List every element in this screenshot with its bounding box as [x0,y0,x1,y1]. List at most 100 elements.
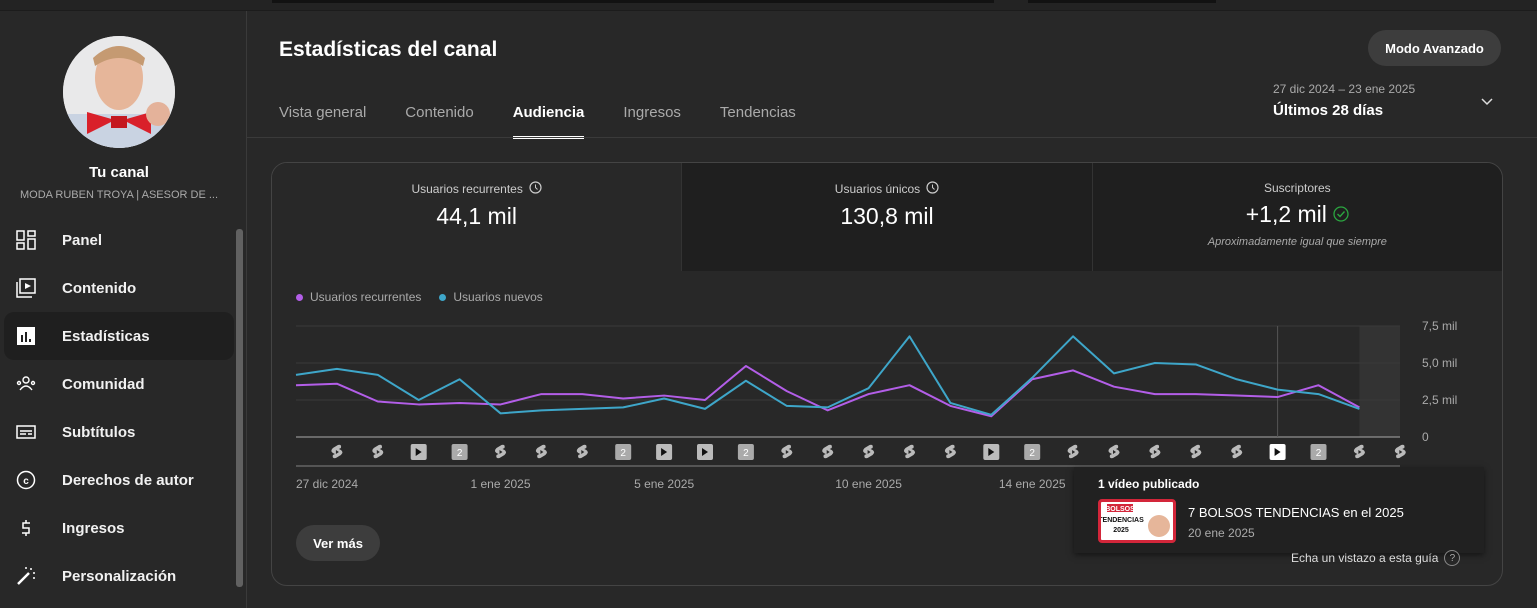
dashboard-icon [4,230,62,250]
y-tick-label: 2,5 mil [1422,393,1457,407]
video-date: 20 ene 2025 [1188,526,1255,540]
top-control[interactable] [1028,0,1216,3]
x-tick-label: 1 ene 2025 [470,477,530,491]
advanced-mode-button[interactable]: Modo Avanzado [1368,30,1501,66]
subtitles-icon [4,422,62,442]
series-line-usuarios-recurrentes [295,364,1360,418]
shorts-icon-play [908,450,912,454]
magic-wand-icon [4,566,62,586]
metric-note: Aproximadamente igual que siempre [1207,236,1387,248]
shorts-icon-play [1153,450,1157,454]
search-bar[interactable] [272,0,994,3]
sidebar-item-estadisticas[interactable]: Estadísticas [4,312,234,360]
shorts-icon-play [826,450,830,454]
video-play-icon [702,448,708,456]
guide-link-text: Echa un vistazo a esta guía [1291,551,1439,565]
sidebar-item-ingresos[interactable]: Ingresos [4,504,234,552]
svg-text:2025: 2025 [1113,527,1129,534]
multi-upload-count: 2 [620,448,626,459]
legend-item: Usuarios nuevos [439,290,543,304]
channel-title: Tu canal [89,164,149,181]
channel-avatar[interactable] [63,36,175,148]
multi-upload-icon [1310,444,1327,460]
shorts-icon-play [1358,450,1362,454]
x-tick-label: 10 ene 2025 [835,477,902,491]
shorts-icon-play [499,450,503,454]
period-label: Últimos 28 días [1273,102,1384,119]
metric-label: Usuarios recurrentes [411,182,523,196]
x-tick-label: 14 ene 2025 [999,477,1066,491]
audience-card: Usuarios recurrentes 44,1 mil Usuarios ú… [271,162,1503,586]
video-play-icon [415,448,422,456]
multi-upload-count: 2 [1316,448,1322,459]
sidebar-item-subtitulos[interactable]: Subtítulos [4,408,234,456]
publication-tooltip: 1 vídeo publicado BOLSOS TENDENCIAS 2025 7… [1074,467,1484,553]
legend-dot [296,294,303,302]
sidebar-item-label: Panel [62,231,103,249]
clock-icon [529,181,542,197]
content-icon [4,278,62,298]
analytics-icon [4,326,62,346]
clock-icon [926,181,939,197]
y-tick-label: 0 [1422,430,1429,444]
legend-dot [439,294,447,302]
sidebar-item-personalizacion[interactable]: Personalización [4,552,234,600]
tab-contenido[interactable]: Contenido [405,104,474,121]
multi-upload-count: 2 [743,448,749,459]
shorts-icon-play [1235,450,1239,454]
sidebar-scrollbar[interactable] [236,229,243,587]
svg-text:c: c [23,476,29,487]
sidebar-item-comunidad[interactable]: Comunidad [4,360,234,408]
metric-subscribers[interactable]: Suscriptores +1,2 mil Aproximadamente ig… [1091,163,1502,271]
multi-upload-icon [615,444,632,460]
sidebar-item-label: Contenido [62,279,137,297]
y-tick-label: 7,5 mil [1422,319,1457,333]
copyright-icon: c [4,470,62,490]
sidebar-item-derechos[interactable]: c Derechos de autor [4,456,234,504]
see-more-button[interactable]: Ver más [296,525,380,561]
date-range-picker[interactable]: 27 dic 2024 – 23 ene 2025 Últimos 28 día… [1273,82,1415,119]
page-title: Estadísticas del canal [279,38,498,61]
x-tick-label: 5 ene 2025 [634,477,694,491]
shorts-icon-play [1113,450,1116,454]
sidebar-nav: Panel Contenido Estadísticas Comunidad S… [4,216,234,600]
guide-link[interactable]: Echa un vistazo a esta guía? [1291,550,1461,566]
video-thumbnail[interactable]: BOLSOS TENDENCIAS 2025 [1098,499,1176,543]
video-title[interactable]: 7 BOLSOS TENDENCIAS en el 2025 [1188,505,1404,520]
metric-label: Usuarios únicos [834,182,921,196]
date-range: 27 dic 2024 – 23 ene 2025 [1273,82,1416,96]
divider [247,137,1537,138]
metric-returning-users[interactable]: Usuarios recurrentes 44,1 mil [272,163,682,271]
shorts-icon-play [1194,450,1198,454]
svg-text:BOLSOS: BOLSOS [1105,506,1135,513]
sidebar-item-contenido[interactable]: Contenido [4,264,234,312]
x-tick-label: 27 dic 2024 [296,477,358,491]
multi-upload-icon [451,444,468,460]
metric-unique-users[interactable]: Usuarios únicos 130,8 mil [681,163,1092,271]
top-bar [0,0,1537,11]
legend-item: Usuarios recurrentes [296,290,421,304]
chart-legend: Usuarios recurrentes Usuarios nuevos [296,290,543,304]
shorts-icon-play [581,450,585,454]
video-play-icon [661,448,668,456]
sidebar-item-panel[interactable]: Panel [4,216,234,264]
tab-ingresos[interactable]: Ingresos [623,104,681,121]
tab-tendencias[interactable]: Tendencias [719,104,796,121]
partial-period-shade [1359,326,1400,437]
community-icon [4,374,62,394]
sidebar-item-label: Derechos de autor [62,471,194,489]
legend-label: Usuarios nuevos [453,290,543,304]
chevron-down-icon[interactable] [1480,95,1494,114]
sidebar-item-label: Subtítulos [62,423,136,441]
multi-upload-icon [1024,444,1041,460]
metric-value: 44,1 mil [436,203,517,229]
svg-text:TENDENCIAS: TENDENCIAS [1101,517,1144,524]
tab-vista-general[interactable]: Vista general [279,104,367,121]
shorts-icon-play [335,450,339,454]
shorts-icon-play [949,450,953,454]
shorts-icon-play [376,450,380,454]
sidebar-item-label: Comunidad [62,375,145,393]
help-icon: ? [1444,550,1461,566]
sidebar-item-label: Estadísticas [62,327,150,345]
